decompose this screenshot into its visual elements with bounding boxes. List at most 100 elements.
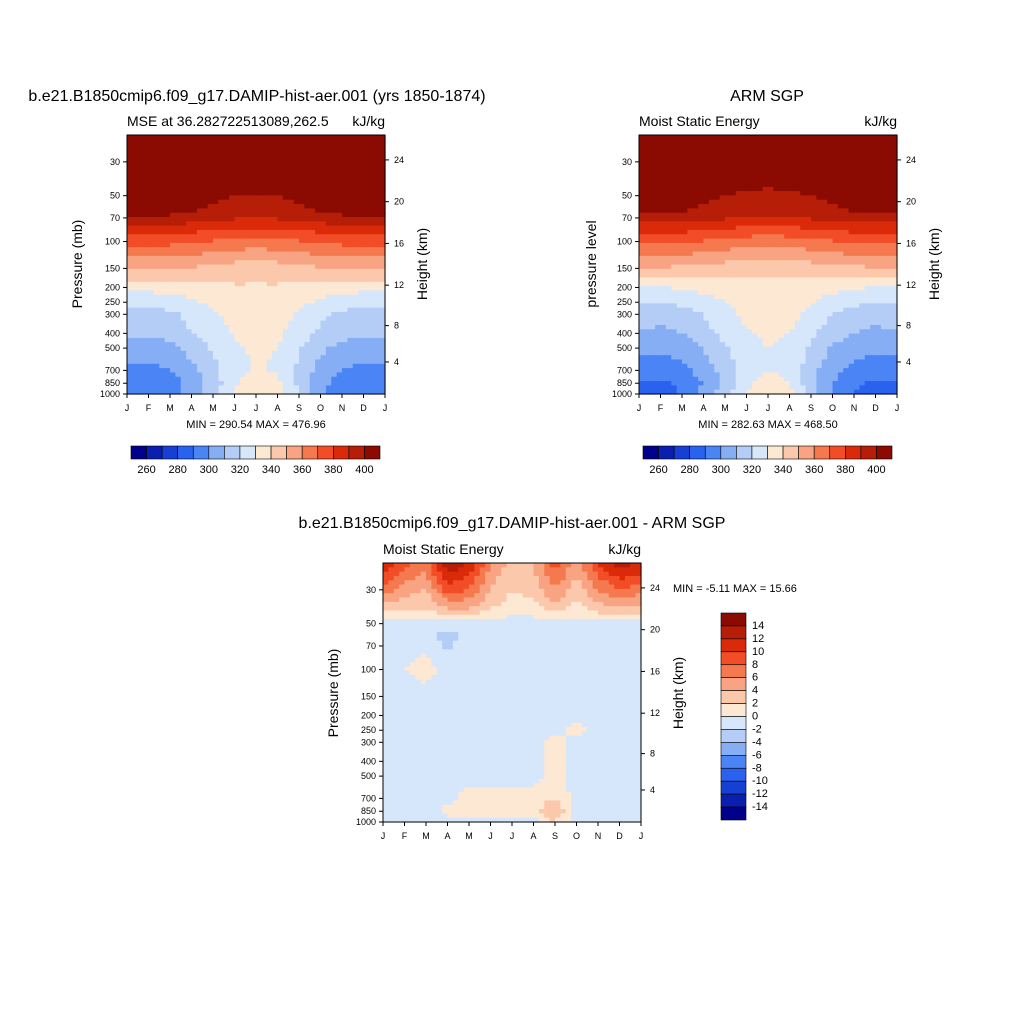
heatmap-cell (692, 229, 699, 235)
heatmap-cell (660, 208, 667, 214)
heatmap-cell (266, 294, 273, 300)
heatmap-cell (127, 311, 133, 317)
heatmap-cell (143, 355, 150, 361)
heatmap-cell (757, 135, 764, 140)
heatmap-cell (196, 329, 203, 335)
heatmap-cell (682, 182, 688, 188)
heatmap-cell (153, 242, 160, 248)
heatmap-cell (148, 169, 155, 175)
heatmap-cell (870, 290, 877, 296)
heatmap-cell (137, 277, 144, 283)
heatmap-cell (186, 299, 193, 304)
heatmap-cell (153, 182, 160, 188)
heatmap-cell (719, 255, 726, 261)
heatmap-cell (735, 173, 742, 179)
heatmap-cell (272, 372, 279, 378)
heatmap-cell (837, 182, 844, 188)
heatmap-cell (159, 242, 166, 248)
heatmap-cell (649, 135, 656, 140)
heatmap-cell (159, 182, 166, 188)
heatmap-cell (239, 346, 246, 352)
heatmap-cell (725, 191, 731, 197)
heatmap-cell (213, 333, 219, 339)
heatmap-cell (218, 182, 225, 188)
heatmap-cell (859, 147, 866, 153)
heatmap-cell (762, 139, 769, 145)
heatmap-cell (870, 212, 877, 218)
heatmap-cell (175, 320, 182, 326)
heatmap-cell (875, 165, 882, 171)
heatmap-cell (698, 221, 705, 227)
heatmap-cells (127, 135, 386, 395)
heatmap-cell (692, 242, 699, 248)
heatmap-cell (676, 186, 683, 192)
heatmap-cell (660, 169, 667, 175)
heatmap-cell (800, 208, 807, 214)
heatmap-cell (352, 273, 359, 279)
heatmap-cell (891, 186, 898, 192)
units-label: kJ/kg (352, 113, 385, 129)
heatmap-cell (261, 385, 268, 391)
heatmap-cell (336, 329, 343, 335)
heatmap-cell (682, 303, 688, 309)
heatmap-cell (256, 225, 262, 231)
heatmap-cell (164, 342, 171, 348)
heatmap-cell (773, 182, 780, 188)
heatmap-cell (671, 260, 678, 266)
heatmap-cell (649, 173, 656, 179)
heatmap-cell (234, 264, 241, 270)
heatmap-cell (644, 143, 651, 149)
heatmap-cell (143, 311, 150, 317)
heatmap-cell (837, 204, 844, 209)
heatmap-cell (299, 217, 305, 222)
heatmap-cell (379, 303, 386, 309)
heatmap-cell (293, 199, 300, 205)
heatmap-cell (164, 324, 171, 330)
heatmap-cell (309, 173, 316, 179)
heatmap-cell (358, 260, 365, 266)
heatmap-cell (741, 165, 748, 171)
heatmap-cell (864, 182, 871, 188)
heatmap-cell (358, 212, 365, 218)
heatmap-cell (864, 242, 871, 248)
heatmap-cell (342, 385, 348, 391)
heatmap-cell (223, 204, 230, 209)
heatmap-cell (374, 355, 381, 361)
heatmap-cell (784, 290, 791, 296)
heatmap-cell (848, 139, 855, 145)
heatmap-cell (649, 221, 656, 227)
heatmap-cell (374, 173, 381, 179)
heatmap-cell (250, 225, 257, 231)
heatmap-cell (671, 221, 678, 227)
heatmap-cell (714, 156, 721, 162)
heatmap-cell (196, 268, 203, 274)
heatmap-cell (218, 359, 225, 365)
heatmap-cell (848, 204, 855, 209)
heatmap-cell (859, 169, 866, 175)
heatmap-cell (843, 156, 850, 162)
heatmap-cell (886, 160, 893, 166)
heatmap-cell (347, 264, 354, 270)
heatmap-cell (288, 195, 295, 201)
heatmap-cell (272, 281, 279, 287)
heatmap-cell (821, 255, 828, 261)
heatmap-cell (213, 143, 219, 149)
heatmap-cell (342, 152, 348, 158)
heatmap-cell (342, 139, 348, 145)
heatmap-cell (272, 195, 279, 201)
heatmap-cell (309, 208, 316, 214)
heatmap-cell (137, 372, 144, 378)
heatmap-cell (757, 251, 764, 257)
colorbar-swatch (364, 445, 381, 460)
heatmap-cell (148, 147, 155, 153)
heatmap-cell (821, 147, 828, 153)
heatmap-cell (127, 199, 133, 205)
heatmap-cell (692, 238, 699, 244)
heatmap-cell (832, 195, 839, 201)
heatmap-cell (175, 204, 182, 209)
heatmap-cell (342, 204, 348, 209)
heatmap-cell (789, 152, 796, 158)
colorbar-swatch (255, 445, 272, 460)
heatmap-cell (304, 299, 311, 304)
heatmap-cell (762, 229, 769, 235)
